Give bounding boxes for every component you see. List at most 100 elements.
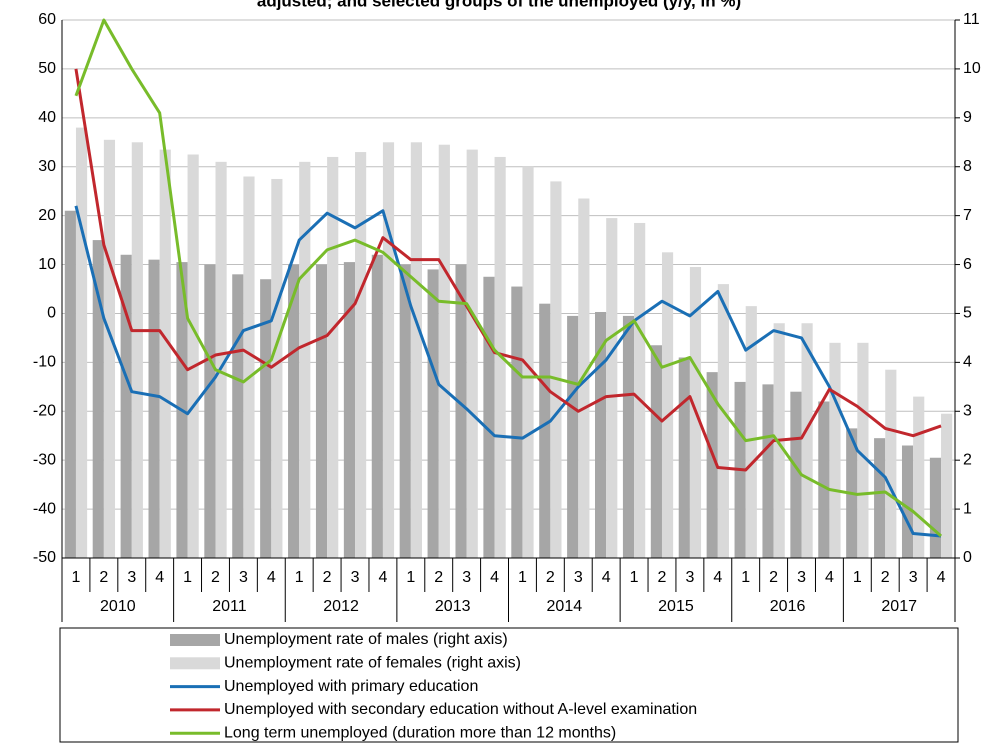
- y-tick-label: -30: [33, 451, 56, 468]
- x-tick-label: 3: [797, 569, 806, 586]
- bar: [299, 161, 311, 558]
- y-tick-label: -20: [33, 402, 56, 419]
- x-tick-label: 1: [406, 569, 415, 586]
- year-label: 2010: [100, 598, 136, 615]
- x-tick-label: 4: [713, 569, 722, 586]
- y2-tick-label: 1: [963, 500, 972, 517]
- bar: [634, 222, 646, 559]
- legend-label: Unemployment rate of females (right axis…: [224, 655, 521, 672]
- x-tick-label: 2: [769, 569, 778, 586]
- x-tick-label: 2: [546, 569, 555, 586]
- bar: [706, 372, 718, 558]
- bar: [288, 264, 300, 558]
- chart-title: adjusted; and selected groups of the une…: [257, 0, 741, 10]
- legend-label: Long term unemployed (duration more than…: [224, 724, 616, 741]
- x-tick-label: 2: [323, 569, 332, 586]
- bar: [717, 284, 729, 558]
- x-tick-label: 1: [295, 569, 304, 586]
- y-tick-label: 20: [38, 207, 56, 224]
- x-tick-label: 4: [490, 569, 499, 586]
- line-series: [74, 18, 943, 538]
- y-tick-label: 50: [38, 60, 56, 77]
- year-label: 2017: [881, 598, 917, 615]
- x-tick-label: 1: [630, 569, 639, 586]
- x-tick-label: 4: [825, 569, 834, 586]
- year-label: 2016: [770, 598, 806, 615]
- x-tick-label: 3: [127, 569, 136, 586]
- y-tick-label: -50: [33, 549, 56, 566]
- x-tick-label: 3: [239, 569, 248, 586]
- bar: [399, 264, 411, 558]
- bar: [650, 345, 662, 558]
- bar: [410, 142, 422, 559]
- legend-label: Unemployment rate of males (right axis): [224, 631, 508, 648]
- bar: [818, 401, 830, 558]
- bar: [511, 286, 523, 558]
- legend-swatch: [170, 657, 220, 670]
- y-tick-label: 0: [47, 305, 56, 322]
- legend-swatch: [170, 634, 220, 646]
- bar: [745, 306, 757, 558]
- legend-box: [59, 627, 959, 743]
- bar: [522, 166, 534, 558]
- bar: [187, 154, 199, 558]
- x-tick-label: 3: [462, 569, 471, 586]
- bar: [215, 161, 227, 558]
- bar: [885, 369, 897, 558]
- y2-tick-label: 3: [963, 402, 972, 419]
- bar: [801, 323, 813, 558]
- bar: [622, 315, 635, 558]
- y-tick-label: 60: [38, 11, 56, 28]
- y-tick-label: 30: [38, 158, 56, 175]
- x-tick-label: 3: [351, 569, 360, 586]
- bar: [371, 254, 383, 558]
- bar: [427, 269, 439, 558]
- bar: [466, 149, 478, 559]
- bar: [75, 127, 88, 558]
- x-tick-label: 3: [574, 569, 583, 586]
- bar: [271, 178, 283, 559]
- legend-label: Unemployed with secondary education with…: [224, 701, 697, 718]
- y-tick-label: -10: [33, 354, 56, 371]
- bar: [204, 264, 216, 558]
- y2-tick-label: 7: [963, 207, 972, 224]
- bar: [438, 144, 450, 558]
- bar: [874, 438, 886, 558]
- bar: [661, 252, 674, 558]
- bar: [539, 303, 551, 558]
- bar: [929, 457, 942, 558]
- x-tick-label: 2: [658, 569, 667, 586]
- bar: [343, 262, 356, 558]
- line-series: [74, 68, 942, 472]
- x-tick-label: 4: [267, 569, 276, 586]
- y2-tick-label: 2: [963, 451, 972, 468]
- bar: [64, 210, 76, 558]
- year-label: 2011: [212, 598, 247, 615]
- bar: [159, 149, 171, 559]
- bar: [120, 254, 132, 558]
- y-tick-label: -40: [33, 500, 56, 517]
- bar: [567, 315, 579, 558]
- bar: [901, 445, 914, 558]
- bar: [829, 342, 841, 558]
- bar: [260, 279, 272, 558]
- bar: [92, 240, 104, 558]
- year-label: 2014: [547, 598, 583, 615]
- y2-tick-label: 8: [963, 158, 972, 175]
- y2-tick-label: 4: [963, 354, 972, 371]
- x-tick-label: 4: [155, 569, 164, 586]
- bar: [243, 176, 255, 558]
- x-tick-label: 1: [741, 569, 750, 586]
- bar: [131, 142, 143, 559]
- y2-tick-label: 9: [963, 109, 972, 126]
- x-tick-label: 3: [909, 569, 918, 586]
- bar: [455, 264, 467, 558]
- year-label: 2013: [435, 598, 471, 615]
- bar: [232, 274, 244, 558]
- bar: [148, 259, 160, 558]
- x-tick-label: 4: [378, 569, 387, 586]
- bar: [790, 391, 802, 558]
- bar: [483, 276, 495, 558]
- bar: [355, 152, 367, 558]
